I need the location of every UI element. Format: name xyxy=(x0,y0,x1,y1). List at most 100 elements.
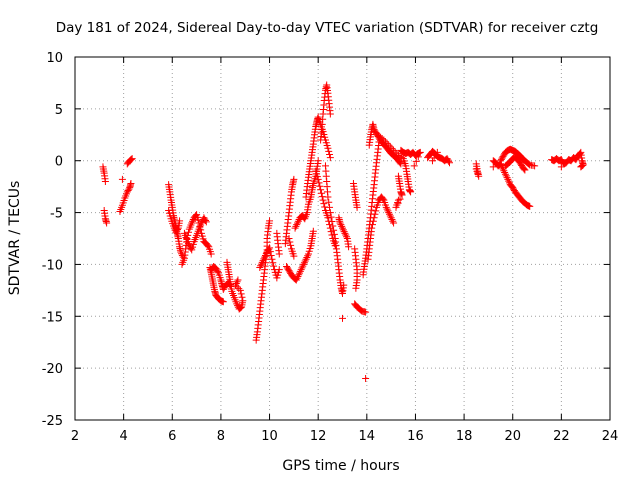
x-tick-label: 24 xyxy=(602,429,619,444)
x-tick-label: 22 xyxy=(553,429,570,444)
data-point xyxy=(239,297,247,305)
data-point xyxy=(343,233,351,241)
data-point xyxy=(526,202,534,210)
data-point xyxy=(387,214,395,222)
data-point xyxy=(275,250,283,258)
data-point xyxy=(118,175,126,183)
data-point xyxy=(304,252,312,260)
data-point xyxy=(291,224,299,232)
data-point xyxy=(384,207,392,215)
data-point xyxy=(103,219,111,227)
data-point xyxy=(531,162,539,170)
data-point xyxy=(382,203,390,211)
data-point xyxy=(287,241,295,249)
data-point xyxy=(207,250,215,258)
data-point xyxy=(433,148,441,156)
data-point xyxy=(407,188,415,196)
data-point xyxy=(388,145,396,153)
data-point xyxy=(204,242,212,250)
data-point xyxy=(500,167,508,175)
y-tick-label: -10 xyxy=(42,258,63,273)
y-tick-label: -20 xyxy=(42,362,63,377)
axis-ticks xyxy=(74,56,611,421)
data-point xyxy=(300,260,308,268)
data-point xyxy=(202,218,210,226)
data-point xyxy=(219,298,227,306)
data-point xyxy=(293,221,301,229)
data-point xyxy=(501,168,509,176)
data-point xyxy=(290,252,298,260)
data-point xyxy=(318,193,326,201)
data-point xyxy=(331,242,339,250)
data-point xyxy=(328,231,336,239)
data-point xyxy=(398,191,406,199)
data-point xyxy=(379,195,387,203)
data-point xyxy=(232,281,239,289)
y-tick-label: 10 xyxy=(46,51,63,66)
data-points xyxy=(99,81,587,383)
data-point xyxy=(187,245,195,253)
x-tick-label: 20 xyxy=(504,429,521,444)
data-point xyxy=(293,274,301,282)
data-point xyxy=(301,257,309,265)
data-point xyxy=(503,174,511,182)
data-point xyxy=(362,375,370,383)
data-point xyxy=(337,221,345,229)
data-point xyxy=(386,212,394,220)
data-point xyxy=(316,182,324,190)
data-point xyxy=(321,203,329,211)
data-point xyxy=(317,189,325,197)
data-point xyxy=(257,260,265,268)
data-point xyxy=(341,229,349,237)
data-point xyxy=(260,255,268,263)
data-point xyxy=(233,278,241,286)
data-point xyxy=(294,217,302,225)
y-tick-label: -5 xyxy=(50,207,63,222)
y-axis-label: SDTVAR / TECUs xyxy=(7,181,23,296)
data-point xyxy=(489,163,497,171)
data-point xyxy=(578,162,586,170)
data-point xyxy=(127,156,135,164)
data-point xyxy=(339,226,347,234)
data-point xyxy=(267,251,275,259)
data-point xyxy=(197,219,205,227)
chart-title: Day 181 of 2024, Sidereal Day-to-day VTE… xyxy=(56,20,599,36)
data-point xyxy=(286,238,294,246)
data-point xyxy=(296,267,304,275)
data-point xyxy=(275,266,283,274)
data-point xyxy=(262,250,270,258)
x-tick-label: 2 xyxy=(71,429,79,444)
data-point xyxy=(257,262,265,270)
data-point xyxy=(327,213,335,221)
x-axis-label: GPS time / hours xyxy=(282,458,399,474)
data-point xyxy=(290,175,298,183)
data-point xyxy=(353,203,361,211)
data-point xyxy=(202,217,210,225)
data-point xyxy=(340,228,348,236)
data-point xyxy=(232,279,240,287)
data-point xyxy=(326,224,334,232)
data-point xyxy=(235,285,243,293)
data-point xyxy=(258,258,266,266)
data-point xyxy=(236,286,244,294)
data-point xyxy=(336,219,344,227)
data-point xyxy=(299,262,307,270)
data-point xyxy=(390,219,398,227)
data-point xyxy=(356,306,364,314)
data-point xyxy=(325,217,333,225)
data-point xyxy=(269,259,277,267)
data-point xyxy=(339,314,346,322)
data-point xyxy=(497,160,505,168)
data-point xyxy=(505,177,513,185)
data-point xyxy=(369,217,377,225)
data-point xyxy=(238,293,246,301)
data-point xyxy=(300,259,308,267)
data-point xyxy=(294,219,302,227)
data-point xyxy=(324,144,332,152)
data-point xyxy=(410,162,418,170)
data-point xyxy=(233,300,241,308)
data-point xyxy=(266,248,274,256)
data-point xyxy=(296,269,304,277)
data-point xyxy=(303,254,311,262)
